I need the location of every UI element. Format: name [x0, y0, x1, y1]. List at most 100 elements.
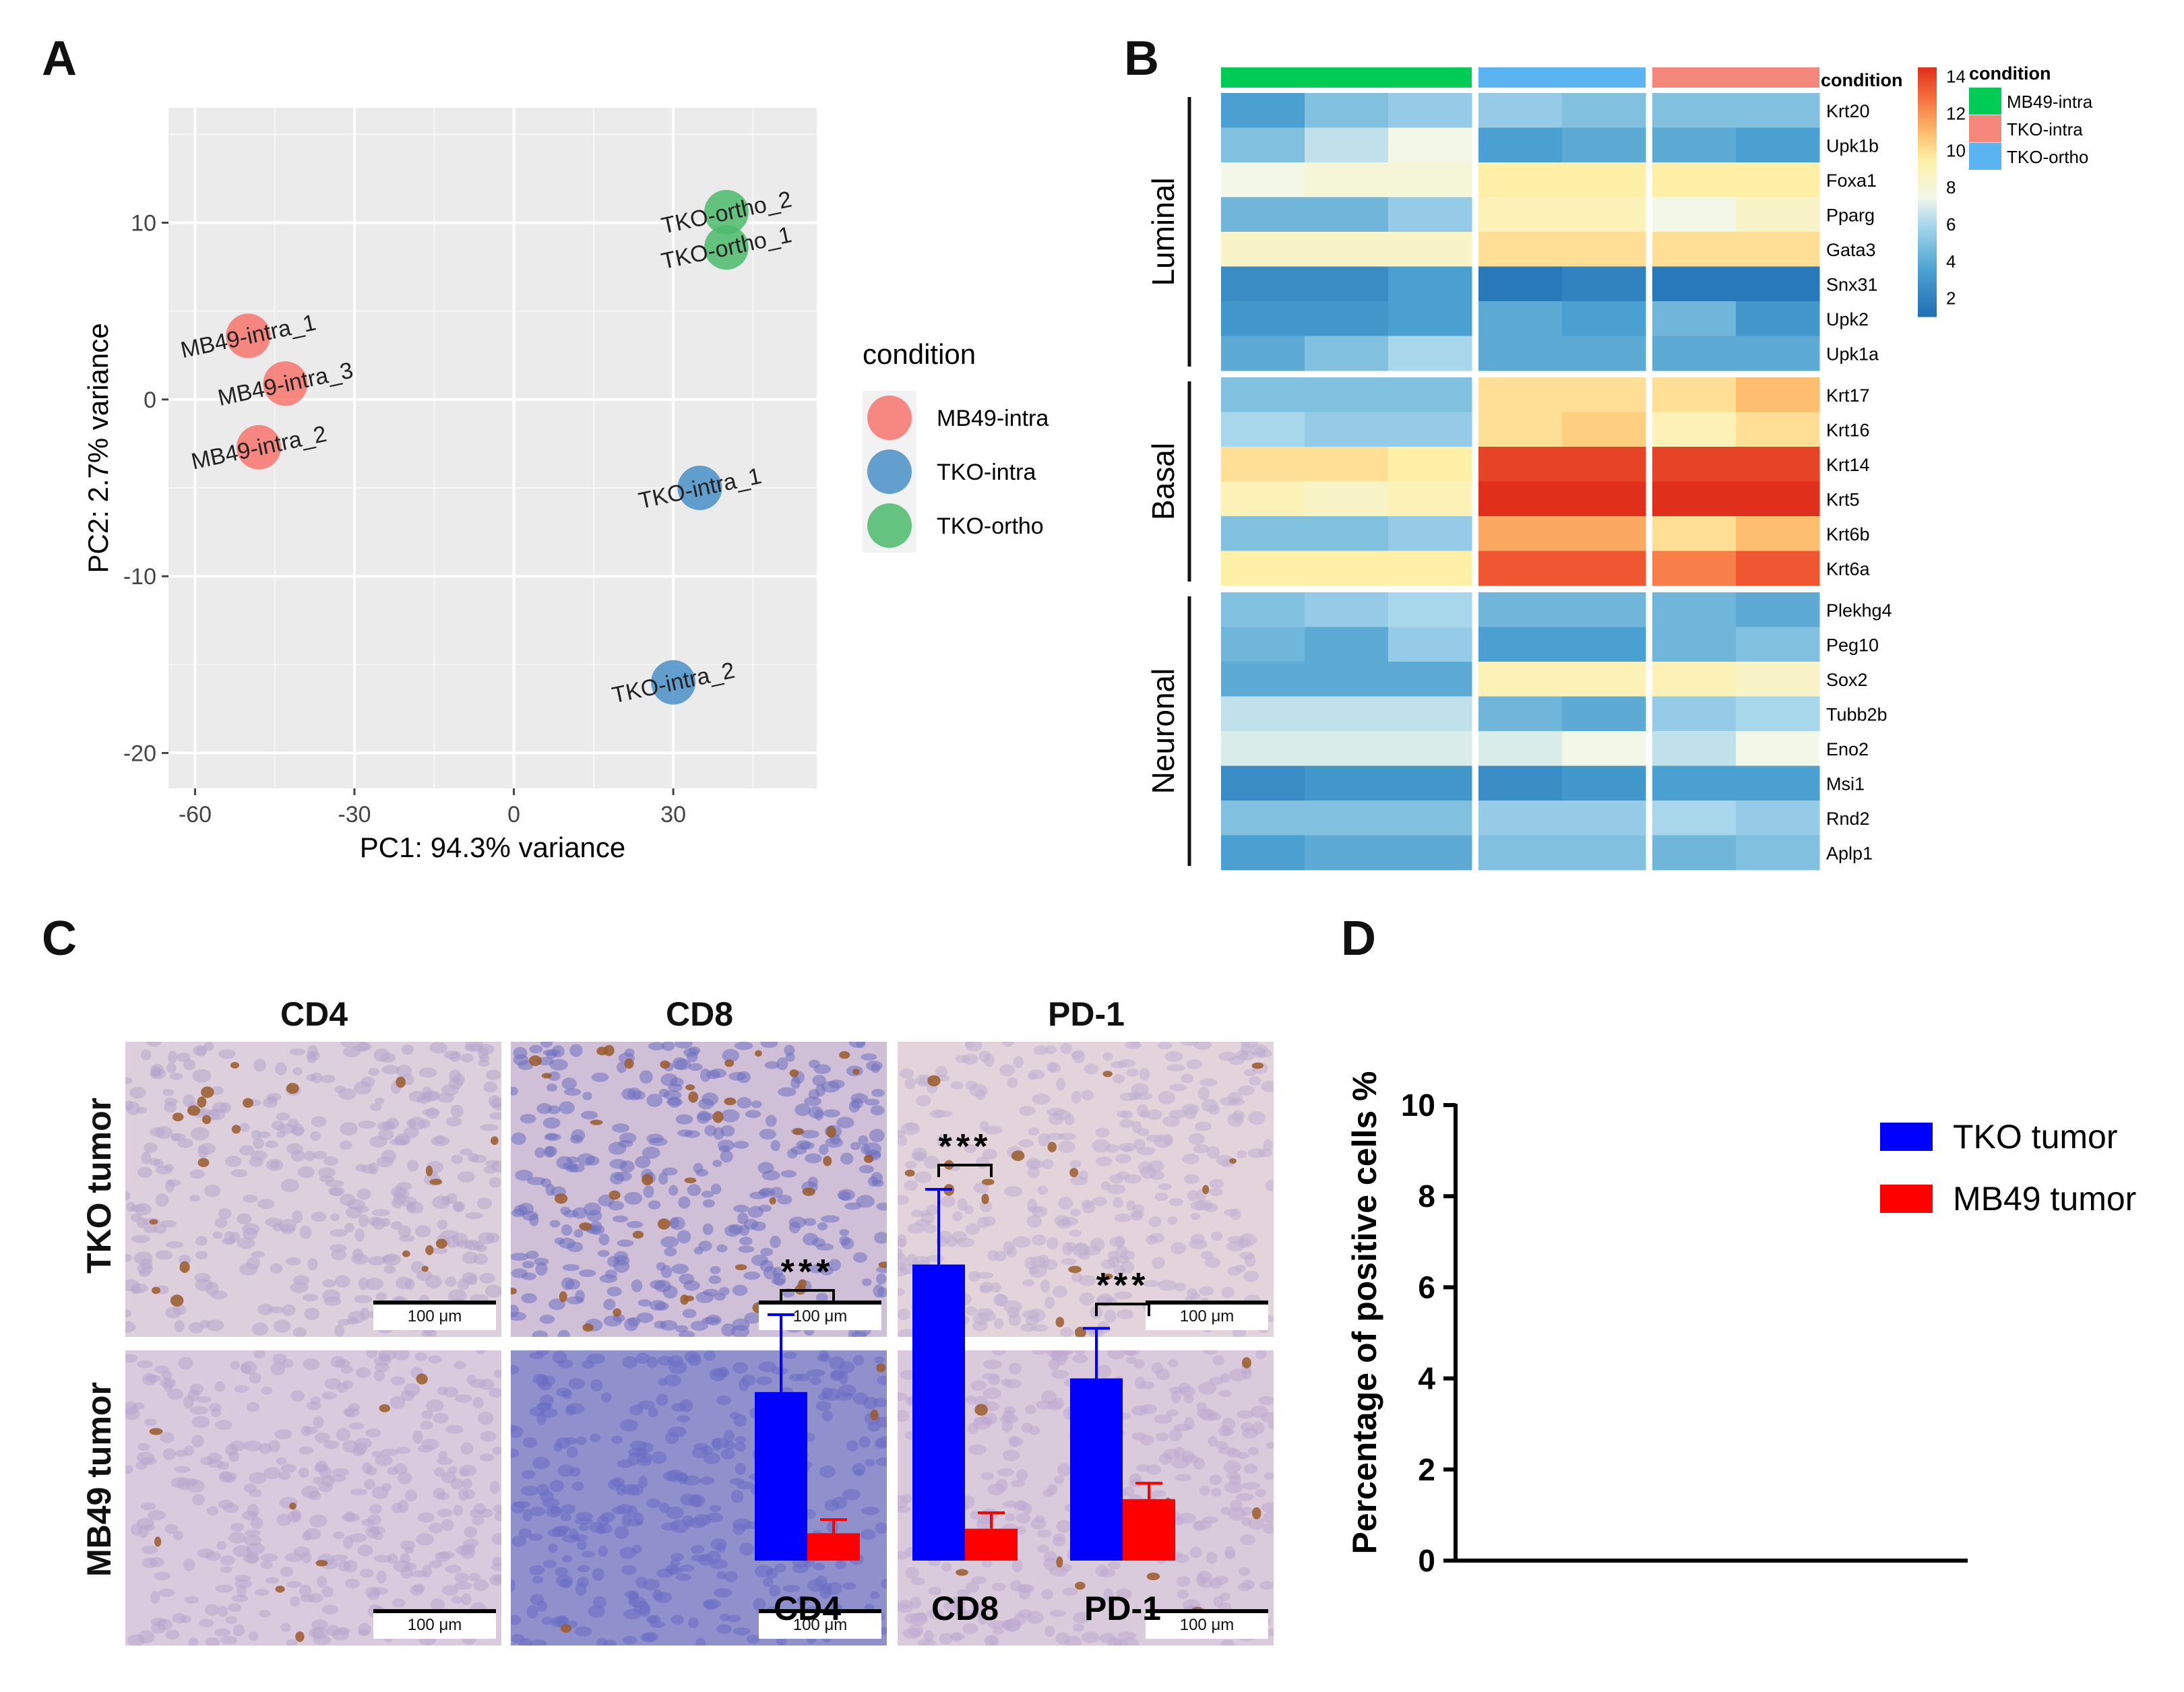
- ihc-nucleus: [396, 1447, 411, 1454]
- heatmap-cell: [1562, 765, 1646, 801]
- ihc-nucleus: [626, 1220, 644, 1228]
- ihc-nucleus: [1092, 1139, 1111, 1153]
- ihc-nucleus: [239, 1145, 255, 1156]
- ihc-nucleus: [463, 1489, 476, 1499]
- ihc-nucleus: [1243, 1464, 1258, 1474]
- heatmap-cell: [1221, 801, 1305, 836]
- ihc-nucleus: [1008, 1362, 1022, 1375]
- ihc-nucleus: [704, 1350, 716, 1361]
- ihc-nucleus: [937, 1134, 947, 1148]
- ihc-nucleus: [828, 1259, 841, 1272]
- ihc-nucleus: [982, 1387, 1002, 1400]
- ihc-nucleus: [910, 1596, 922, 1609]
- heatmap-cell: [1305, 336, 1389, 371]
- ihc-nucleus: [1016, 1513, 1031, 1524]
- ihc-nucleus: [1201, 1099, 1218, 1113]
- ihc-nucleus: [710, 1265, 721, 1274]
- ihc-nucleus: [1262, 1523, 1274, 1534]
- bar: [807, 1533, 860, 1561]
- heatmap-cell: [1478, 765, 1563, 801]
- ihc-nucleus: [635, 1352, 650, 1365]
- ihc-nucleus: [319, 1175, 334, 1183]
- ihc-nucleus: [321, 1604, 339, 1615]
- ihc-nucleus: [1171, 1458, 1189, 1469]
- ihc-positive-cell: [609, 1190, 621, 1200]
- ihc-nucleus: [166, 1063, 177, 1073]
- ihc-nucleus: [1115, 1154, 1131, 1164]
- heatmap-cell: [1305, 765, 1389, 801]
- ihc-nucleus: [542, 1117, 561, 1129]
- ihc-nucleus: [962, 1623, 978, 1635]
- ihc-nucleus: [603, 1639, 617, 1646]
- ihc-nucleus: [282, 1304, 296, 1316]
- ihc-nucleus: [212, 1231, 223, 1239]
- heatmap-cell: [1652, 662, 1737, 697]
- ihc-nucleus: [489, 1095, 501, 1108]
- ihc-nucleus: [237, 1585, 247, 1598]
- ihc-positive-cell: [823, 1156, 832, 1166]
- ihc-nucleus: [473, 1579, 489, 1592]
- ihc-nucleus: [529, 1044, 543, 1054]
- ihc-nucleus: [265, 1217, 283, 1227]
- ihc-nucleus: [622, 1635, 637, 1645]
- ihc-nucleus: [624, 1191, 643, 1205]
- heatmap-cell: [1562, 127, 1646, 163]
- ihc-nucleus: [705, 1315, 722, 1326]
- ihc-nucleus: [1148, 1216, 1162, 1227]
- ihc-nucleus: [648, 1200, 661, 1210]
- heatmap-cell: [1478, 627, 1563, 662]
- ihc-nucleus: [1158, 1042, 1173, 1050]
- heatmap-colorbar-segment: [1918, 206, 1937, 208]
- ihc-nucleus: [205, 1637, 220, 1646]
- ihc-positive-cell: [559, 1291, 567, 1303]
- ihc-nucleus: [1168, 1084, 1187, 1092]
- bar: [1123, 1499, 1175, 1561]
- ihc-nucleus: [753, 1598, 766, 1611]
- ihc-nucleus: [1183, 1394, 1194, 1404]
- ihc-positive-cell: [231, 1125, 241, 1134]
- ihc-nucleus: [309, 1514, 327, 1528]
- ihc-nucleus: [520, 1113, 536, 1124]
- ihc-nucleus: [693, 1162, 704, 1174]
- ihc-nucleus: [359, 1569, 374, 1578]
- heatmap-colorbar-segment: [1918, 97, 1937, 99]
- ihc-nucleus: [139, 1457, 157, 1466]
- ihc-nucleus: [1139, 1381, 1155, 1389]
- heatmap-colorbar-segment: [1918, 86, 1937, 88]
- ihc-nucleus: [844, 1202, 862, 1210]
- heatmap-colorbar-segment: [1918, 237, 1937, 239]
- ihc-nucleus: [462, 1478, 472, 1489]
- ihc-nucleus: [777, 1195, 792, 1205]
- bar-x-tick-label: CD8: [931, 1590, 999, 1627]
- ihc-nucleus: [616, 1503, 633, 1515]
- ihc-nucleus: [1057, 1141, 1075, 1154]
- ihc-nucleus: [966, 1581, 979, 1593]
- ihc-nucleus: [1133, 1358, 1145, 1369]
- ihc-nucleus: [130, 1283, 148, 1294]
- ihc-nucleus: [1151, 1490, 1166, 1498]
- ihc-nucleus: [1070, 1176, 1088, 1186]
- heatmap-colorbar-segment: [1918, 135, 1937, 137]
- ihc-nucleus: [977, 1612, 989, 1625]
- ihc-nucleus: [1053, 1286, 1067, 1298]
- heatmap-cell: [1562, 801, 1646, 836]
- heatmap-cell: [1305, 127, 1389, 163]
- ihc-nucleus: [611, 1123, 630, 1133]
- ihc-nucleus: [807, 1264, 826, 1274]
- ihc-nucleus: [1154, 1414, 1173, 1424]
- ihc-nucleus: [548, 1071, 561, 1082]
- ihc-nucleus: [197, 1548, 215, 1559]
- ihc-nucleus: [125, 1465, 133, 1474]
- heatmap-cell: [1221, 266, 1305, 302]
- ihc-nucleus: [916, 1094, 931, 1107]
- ihc-nucleus: [539, 1394, 554, 1407]
- ihc-nucleus: [1016, 1469, 1028, 1482]
- ihc-nucleus: [1206, 1146, 1220, 1159]
- ihc-nucleus: [979, 1200, 993, 1213]
- ihc-nucleus: [646, 1094, 663, 1107]
- ihc-nucleus: [925, 1255, 945, 1262]
- ihc-nucleus: [265, 1140, 278, 1148]
- ihc-nucleus: [150, 1591, 160, 1604]
- ihc-texture: [125, 1350, 501, 1646]
- ihc-nucleus: [372, 1532, 383, 1540]
